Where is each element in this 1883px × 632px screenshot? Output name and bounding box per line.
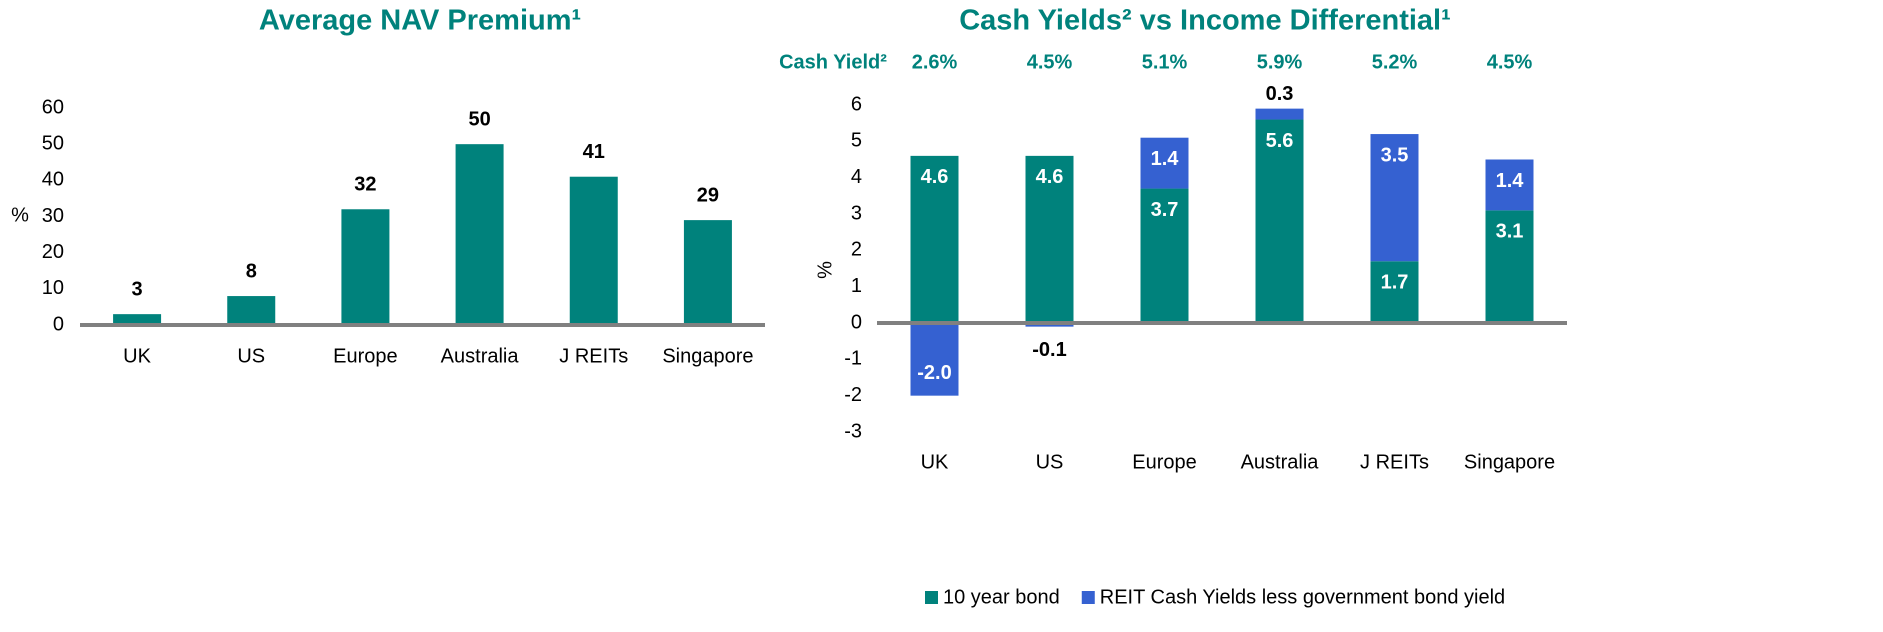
y-tick-label: 0 bbox=[851, 311, 862, 333]
data-label: 41 bbox=[583, 141, 605, 163]
cash-yield-value: 5.2% bbox=[1372, 51, 1418, 73]
data-label: 1.4 bbox=[1496, 170, 1525, 192]
y-tick-label: 5 bbox=[851, 130, 862, 152]
data-label: 3.1 bbox=[1496, 221, 1524, 243]
bar bbox=[113, 314, 162, 325]
cash-yield-value: 5.9% bbox=[1257, 51, 1303, 73]
y-tick-label: 4 bbox=[851, 166, 862, 188]
bar-segment bbox=[1255, 119, 1304, 324]
data-label: 8 bbox=[246, 260, 257, 282]
chart-title: Average NAV Premium¹ bbox=[259, 5, 581, 37]
y-tick-label: 0 bbox=[53, 313, 64, 335]
y-tick-label: 20 bbox=[42, 241, 64, 263]
x-tick-label: UK bbox=[921, 451, 949, 473]
x-tick-label: Australia bbox=[1241, 451, 1320, 473]
y-tick-label: 30 bbox=[42, 205, 64, 227]
data-label: 5.6 bbox=[1266, 130, 1294, 152]
data-label: 1.4 bbox=[1151, 148, 1180, 170]
bar-segment bbox=[1370, 134, 1419, 262]
x-tick-label: Singapore bbox=[1464, 451, 1555, 473]
bar bbox=[455, 144, 504, 325]
x-tick-label: US bbox=[1036, 451, 1064, 473]
cash-yield-value: 5.1% bbox=[1142, 51, 1188, 73]
bar bbox=[341, 209, 390, 325]
bar bbox=[569, 176, 618, 325]
bar-segment bbox=[1140, 188, 1189, 323]
chart-title: Cash Yields² vs Income Differential¹ bbox=[959, 5, 1451, 37]
legend-swatch bbox=[925, 591, 938, 604]
data-label: 4.6 bbox=[921, 166, 949, 188]
bar-segment bbox=[1025, 155, 1074, 323]
y-tick-label: 6 bbox=[851, 93, 862, 115]
legend-swatch bbox=[1081, 591, 1095, 604]
legend-label: 10 year bond bbox=[943, 586, 1060, 608]
y-tick-label: 60 bbox=[42, 96, 64, 118]
cash-yield-value: 4.5% bbox=[1487, 51, 1533, 73]
data-label: 0.3 bbox=[1266, 83, 1294, 105]
bar-segment bbox=[1485, 210, 1534, 323]
cash-yield-value: 4.5% bbox=[1027, 51, 1073, 73]
data-label: 32 bbox=[354, 174, 376, 196]
data-label: -2.0 bbox=[917, 362, 951, 384]
x-tick-label: J REITs bbox=[1360, 451, 1429, 473]
bar-segment bbox=[1370, 261, 1419, 323]
y-tick-label: 40 bbox=[42, 169, 64, 191]
y-tick-label: -1 bbox=[844, 348, 862, 370]
data-label: 3.7 bbox=[1151, 199, 1179, 221]
y-tick-label: 3 bbox=[851, 202, 862, 224]
data-label: 1.7 bbox=[1381, 272, 1409, 294]
x-tick-label: UK bbox=[123, 345, 151, 367]
legend-label: REIT Cash Yields less government bond yi… bbox=[1100, 586, 1505, 608]
bar-segment bbox=[910, 323, 959, 396]
x-tick-label: Singapore bbox=[662, 345, 753, 367]
bar-segment bbox=[910, 155, 959, 323]
cash-yield-label: Cash Yield² bbox=[779, 51, 887, 73]
x-tick-label: Europe bbox=[1132, 451, 1197, 473]
data-label: 3 bbox=[132, 278, 143, 300]
x-tick-label: US bbox=[237, 345, 265, 367]
data-label: 4.6 bbox=[1036, 166, 1064, 188]
y-tick-label: 10 bbox=[42, 277, 64, 299]
bar-segment bbox=[1255, 108, 1304, 120]
cash-yield-value: 2.6% bbox=[912, 51, 958, 73]
data-label: 29 bbox=[697, 184, 719, 206]
y-axis-label: % bbox=[11, 204, 29, 226]
x-tick-label: J REITs bbox=[559, 345, 628, 367]
bar-segment bbox=[1140, 137, 1189, 189]
x-tick-label: Australia bbox=[441, 345, 520, 367]
data-label: 50 bbox=[468, 108, 490, 130]
y-tick-label: 1 bbox=[851, 275, 862, 297]
y-tick-label: -3 bbox=[844, 420, 862, 442]
bar bbox=[683, 220, 732, 325]
data-label: -0.1 bbox=[1032, 339, 1066, 361]
data-label: 3.5 bbox=[1381, 144, 1409, 166]
y-tick-label: 50 bbox=[42, 132, 64, 154]
x-tick-label: Europe bbox=[333, 345, 398, 367]
bar bbox=[227, 296, 276, 325]
bar-segment bbox=[1485, 159, 1534, 211]
y-axis-label: % bbox=[814, 261, 836, 279]
y-tick-label: -2 bbox=[844, 384, 862, 406]
y-tick-label: 2 bbox=[851, 239, 862, 261]
